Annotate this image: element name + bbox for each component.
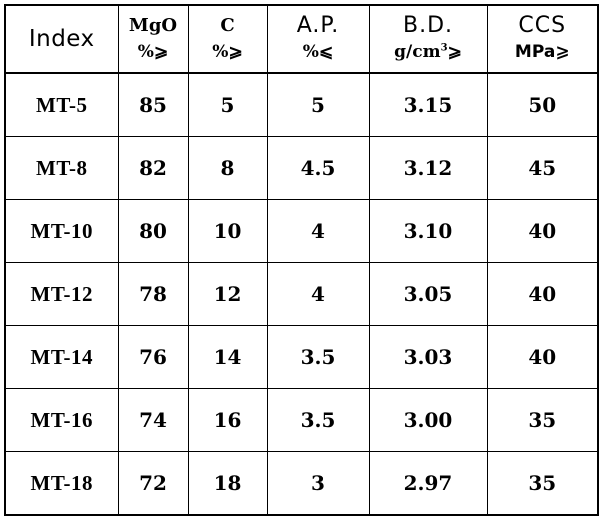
header-mgo-name: MgO (128, 15, 178, 36)
cell-ccs: 35 (486, 388, 599, 452)
header-bd-unit: g/cm3⩾ (370, 39, 487, 65)
header-ccs-name: CCS (518, 13, 567, 38)
header-row: Index MgO %⩾ C %⩾ A.P. %⩽ B.D. g/cm3⩾ CC… (4, 4, 599, 74)
table-row: MT-5 85 5 5 3.15 50 (4, 72, 599, 137)
header-ccs-unit: MPa⩾ (514, 42, 570, 62)
table-row: MT-14 76 14 3.5 3.03 40 (4, 325, 599, 389)
cell-grade: MT-8 (4, 136, 119, 200)
header-mgo: MgO %⩾ (117, 4, 189, 74)
cell-mgo: 78 (117, 262, 189, 326)
cell-bd: 3.12 (368, 136, 488, 200)
cell-c: 8 (187, 136, 268, 200)
header-bd-name: B.D. (402, 13, 454, 38)
header-bd-unit-exp: 3 (440, 42, 448, 54)
header-index: Index (4, 4, 119, 74)
table-row: MT-10 80 10 4 3.10 40 (4, 199, 599, 263)
cell-ap: 5 (266, 72, 370, 137)
cell-grade: MT-14 (4, 325, 119, 389)
cell-mgo: 76 (117, 325, 189, 389)
table-row: MT-12 78 12 4 3.05 40 (4, 262, 599, 326)
cell-c: 16 (187, 388, 268, 452)
table-row: MT-8 82 8 4.5 3.12 45 (4, 136, 599, 200)
cell-c: 10 (187, 199, 268, 263)
header-mgo-unit: %⩾ (137, 42, 169, 62)
table-header: Index MgO %⩾ C %⩾ A.P. %⩽ B.D. g/cm3⩾ CC… (4, 4, 599, 74)
cell-grade: MT-12 (4, 262, 119, 326)
cell-ccs: 40 (486, 199, 599, 263)
cell-grade: MT-10 (4, 199, 119, 263)
table-body: MT-5 85 5 5 3.15 50 MT-8 82 8 4.5 3.12 4… (4, 72, 599, 516)
cell-ap: 3.5 (266, 388, 370, 452)
header-bd-unit-base: g/cm (394, 42, 441, 62)
cell-c: 12 (187, 262, 268, 326)
cell-ccs: 50 (486, 72, 599, 137)
cell-bd: 3.10 (368, 199, 488, 263)
header-bd: B.D. g/cm3⩾ (368, 4, 488, 74)
header-bd-unit-sym: ⩾ (447, 42, 462, 62)
cell-ap: 4 (266, 262, 370, 326)
cell-bd: 3.05 (368, 262, 488, 326)
header-ccs: CCS MPa⩾ (486, 4, 599, 74)
cell-grade: MT-5 (4, 72, 119, 137)
spec-table: Index MgO %⩾ C %⩾ A.P. %⩽ B.D. g/cm3⩾ CC… (4, 4, 599, 516)
cell-bd: 2.97 (368, 451, 488, 516)
header-c: C %⩾ (187, 4, 268, 74)
cell-mgo: 74 (117, 388, 189, 452)
header-index-label: Index (28, 26, 95, 52)
cell-c: 18 (187, 451, 268, 516)
cell-mgo: 85 (117, 72, 189, 137)
cell-mgo: 72 (117, 451, 189, 516)
cell-bd: 3.00 (368, 388, 488, 452)
cell-ap: 4 (266, 199, 370, 263)
header-ap-name: A.P. (296, 13, 340, 38)
header-c-name: C (220, 15, 235, 36)
cell-grade: MT-18 (4, 451, 119, 516)
cell-ap: 4.5 (266, 136, 370, 200)
table-row: MT-18 72 18 3 2.97 35 (4, 451, 599, 516)
cell-mgo: 82 (117, 136, 189, 200)
cell-bd: 3.03 (368, 325, 488, 389)
header-c-unit: %⩾ (212, 42, 243, 62)
header-ap-unit: %⩽ (302, 42, 334, 62)
cell-ccs: 35 (486, 451, 599, 516)
cell-ccs: 45 (486, 136, 599, 200)
cell-c: 5 (187, 72, 268, 137)
cell-ccs: 40 (486, 262, 599, 326)
cell-bd: 3.15 (368, 72, 488, 137)
cell-ap: 3.5 (266, 325, 370, 389)
cell-mgo: 80 (117, 199, 189, 263)
cell-c: 14 (187, 325, 268, 389)
cell-ap: 3 (266, 451, 370, 516)
header-ap: A.P. %⩽ (266, 4, 370, 74)
cell-grade: MT-16 (4, 388, 119, 452)
table-row: MT-16 74 16 3.5 3.00 35 (4, 388, 599, 452)
cell-ccs: 40 (486, 325, 599, 389)
